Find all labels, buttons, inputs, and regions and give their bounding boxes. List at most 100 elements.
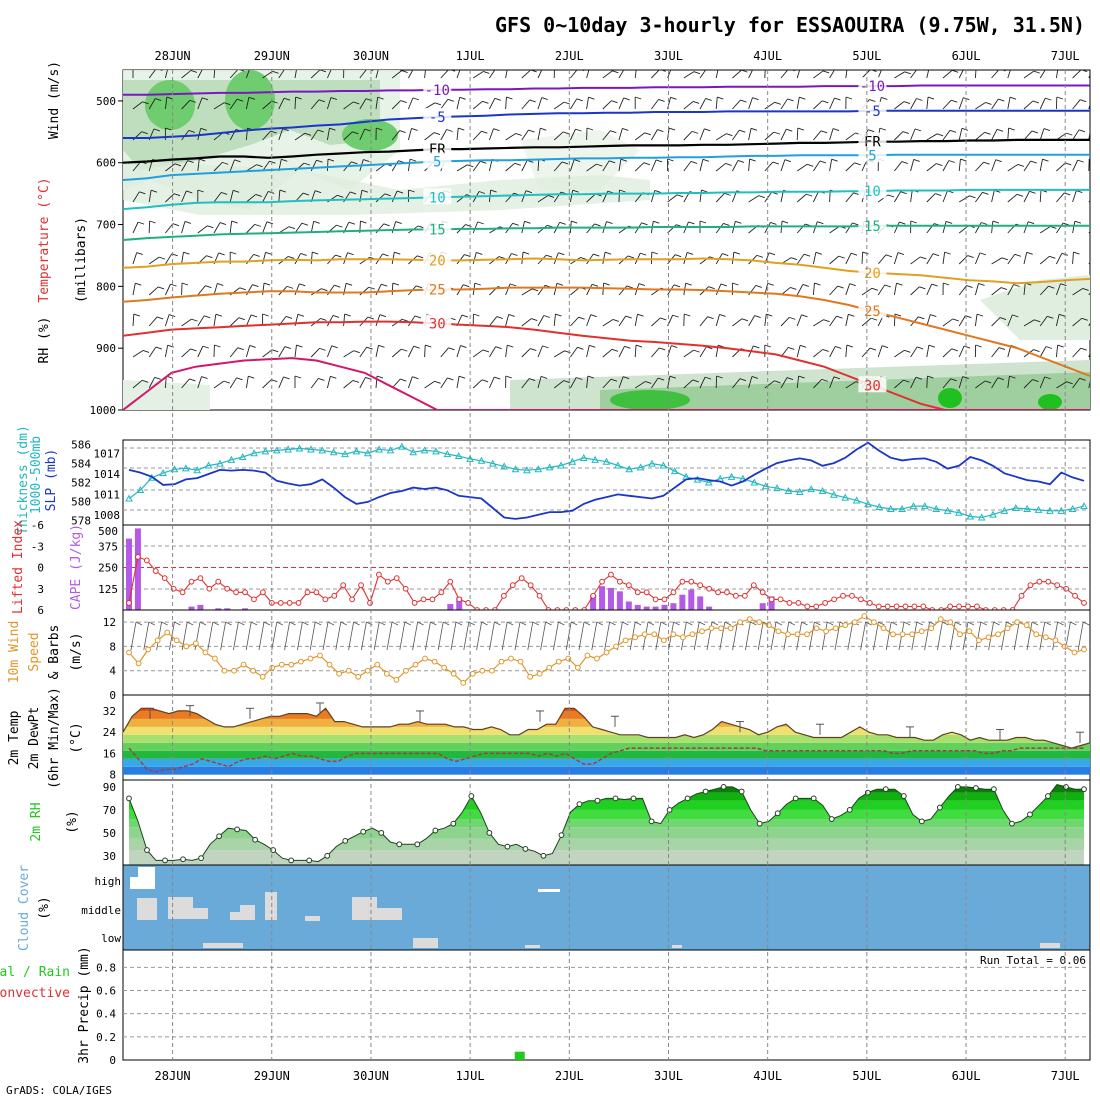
wind-barb xyxy=(148,70,156,79)
wind-barb xyxy=(310,70,321,79)
wind-barb-10m xyxy=(245,621,252,651)
wind-barb xyxy=(213,222,221,234)
wind-barb-flag xyxy=(237,347,244,351)
data-point xyxy=(215,578,222,585)
wind-barb-flag xyxy=(200,127,207,131)
wind-barb-flag xyxy=(446,129,453,132)
grid xyxy=(123,966,1090,1038)
wind-barb-10m-flag xyxy=(263,621,271,626)
wind-barb xyxy=(796,127,799,141)
wind-barb xyxy=(1007,314,1013,327)
data-point xyxy=(899,631,906,638)
contour-label: -5 xyxy=(429,110,446,126)
wind-barb-flag xyxy=(638,283,646,287)
wind-barb-flag xyxy=(184,221,192,224)
cape-bar xyxy=(607,587,614,610)
wind-barb xyxy=(942,221,947,234)
wind-barb xyxy=(958,255,969,265)
wind-barb-flag xyxy=(202,345,210,349)
cloud-fraction xyxy=(137,898,157,920)
wind-barb-flag xyxy=(154,376,161,380)
wind-barb xyxy=(796,376,800,389)
wind-barb xyxy=(262,379,272,389)
wind-barb xyxy=(910,159,915,172)
wind-barb xyxy=(424,344,426,358)
wind-barb-flag xyxy=(750,127,758,131)
wind-barb-flag xyxy=(361,189,369,193)
wind-barb-flag xyxy=(219,222,227,226)
wind-barb-flag xyxy=(640,252,647,256)
data-point xyxy=(861,613,868,619)
wind-barb-flag xyxy=(699,220,707,224)
wind-barb xyxy=(780,129,787,141)
wind-barb xyxy=(796,193,807,203)
wind-barb-flag xyxy=(525,190,533,194)
li-tick: -3 xyxy=(31,540,44,553)
wind-barb-flag xyxy=(822,100,829,104)
wind-barb-flag xyxy=(723,222,730,226)
data-point xyxy=(384,578,391,585)
cape-bar xyxy=(126,538,132,610)
data-point xyxy=(340,582,347,589)
wind-barb xyxy=(391,221,397,234)
rh-point xyxy=(918,818,925,825)
wind-barb xyxy=(294,162,305,172)
wind-barb-10m xyxy=(693,621,700,651)
cape-bar xyxy=(197,604,204,610)
wind-barb-flag xyxy=(626,285,634,289)
wind-barb-flag xyxy=(559,221,566,225)
wind-barb-flag xyxy=(985,102,992,105)
wind-barb-flag xyxy=(335,254,342,258)
data-point xyxy=(818,486,827,494)
rh-point xyxy=(936,804,943,811)
wind-barb xyxy=(407,97,414,110)
wind-barb-flag xyxy=(447,377,454,381)
ylabels: 2m RH (%) xyxy=(29,802,80,841)
cape-bar xyxy=(661,604,668,610)
data-point xyxy=(965,603,971,610)
data-point xyxy=(857,596,864,603)
wind-barb-10m xyxy=(821,621,828,651)
wind-barb-flag xyxy=(284,346,291,350)
wind-barb-flag xyxy=(836,315,843,319)
wind-barb xyxy=(861,70,871,79)
wind-barb-10m-flag xyxy=(251,621,258,626)
wind-barb-flag xyxy=(704,128,711,132)
wind-barb-flag xyxy=(137,221,145,225)
data-point xyxy=(364,667,371,674)
li-tick: 3 xyxy=(37,583,44,596)
wind-barb-flag xyxy=(268,190,275,194)
data-point xyxy=(536,670,543,677)
ylabel-thickness-slp: Thickness (dm) xyxy=(16,425,31,535)
wind-barb xyxy=(148,377,156,389)
wind-barb xyxy=(748,159,751,172)
data-point xyxy=(429,596,436,603)
wind-barb-flag xyxy=(433,132,441,136)
wind-barb-flag xyxy=(787,98,794,102)
wind-barb-flag xyxy=(142,379,149,383)
wind-barb xyxy=(569,190,574,203)
contour-label: 25 xyxy=(864,304,881,320)
wind-barb xyxy=(489,346,496,358)
wind-barb-flag xyxy=(984,380,992,384)
wind-barb xyxy=(991,221,994,234)
wind-barb xyxy=(1072,190,1077,203)
wind-barb xyxy=(553,131,564,141)
ylabel-thickness-slp: 1000-500mb xyxy=(29,436,44,514)
wind-barb-flag xyxy=(960,158,967,162)
wind-barb xyxy=(651,377,659,389)
data-point xyxy=(450,670,457,677)
cape-bar xyxy=(688,589,695,610)
wind-barb-flag xyxy=(556,282,564,286)
wind-barb xyxy=(245,97,250,110)
wind-barb-flag xyxy=(327,158,335,162)
data-point xyxy=(708,625,715,632)
wind-barb xyxy=(505,70,508,79)
cloud-fraction xyxy=(193,908,208,919)
wind-barb-10m-flag xyxy=(455,621,463,626)
wind-barb xyxy=(812,283,815,296)
wind-barb-flag xyxy=(395,221,402,224)
ylabel-cloud: Cloud Cover xyxy=(17,865,32,951)
wind-barb-flag xyxy=(1045,97,1052,101)
